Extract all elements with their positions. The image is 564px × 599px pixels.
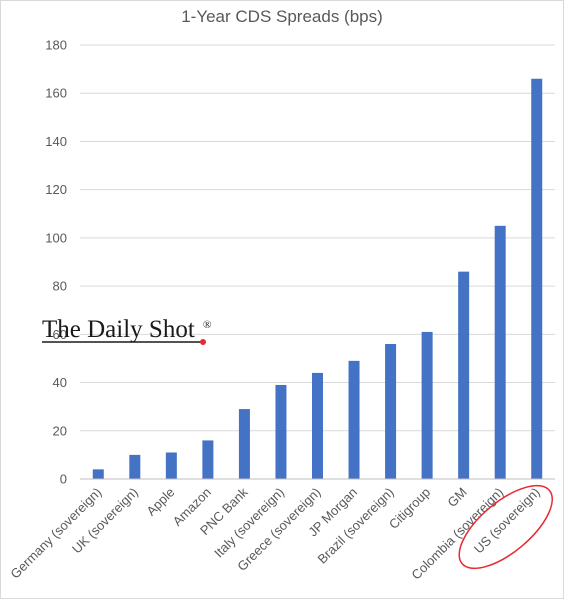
bar bbox=[165, 452, 177, 479]
daily-shot-logo: The Daily Shot ® bbox=[42, 316, 211, 345]
y-tick-label: 40 bbox=[53, 375, 67, 390]
logo-red-dot bbox=[200, 339, 206, 345]
bar bbox=[312, 372, 323, 479]
x-tick-label: GM bbox=[444, 485, 469, 510]
gridlines bbox=[80, 44, 555, 432]
y-tick-label: 80 bbox=[53, 279, 67, 294]
highlight-ellipse bbox=[458, 484, 554, 570]
y-tick-label: 140 bbox=[45, 134, 67, 149]
y-tick-label: 180 bbox=[45, 38, 67, 53]
us-highlight-ellipse bbox=[458, 484, 554, 570]
y-tick-label: 160 bbox=[45, 86, 67, 101]
logo-registered-mark: ® bbox=[203, 319, 211, 331]
bar bbox=[531, 78, 543, 479]
bar bbox=[238, 409, 250, 479]
bar bbox=[385, 343, 397, 479]
bar bbox=[458, 271, 470, 479]
x-tick-label: UK (sovereign) bbox=[69, 485, 141, 557]
bar bbox=[494, 225, 506, 479]
y-tick-label: 100 bbox=[45, 230, 67, 245]
bars bbox=[92, 78, 543, 479]
bar bbox=[202, 440, 214, 479]
y-axis-ticks: 0 20 40 60 80 100 120 140 160 180 bbox=[45, 38, 67, 487]
y-tick-label: 20 bbox=[53, 423, 67, 438]
y-tick-label: 0 bbox=[60, 472, 67, 487]
bar bbox=[129, 454, 141, 479]
bar bbox=[348, 360, 360, 479]
y-tick-label: 120 bbox=[45, 182, 67, 197]
chart-title: 1-Year CDS Spreads (bps) bbox=[181, 7, 383, 26]
x-axis-labels: Germany (sovereign)UK (sovereign) AppleAm… bbox=[7, 484, 542, 582]
bar bbox=[275, 384, 287, 479]
logo-text: The Daily Shot bbox=[42, 316, 195, 343]
y-tick-label: 60 bbox=[53, 327, 67, 342]
x-tick-label: Apple bbox=[143, 485, 177, 519]
bar bbox=[421, 331, 433, 479]
bar bbox=[92, 469, 104, 479]
